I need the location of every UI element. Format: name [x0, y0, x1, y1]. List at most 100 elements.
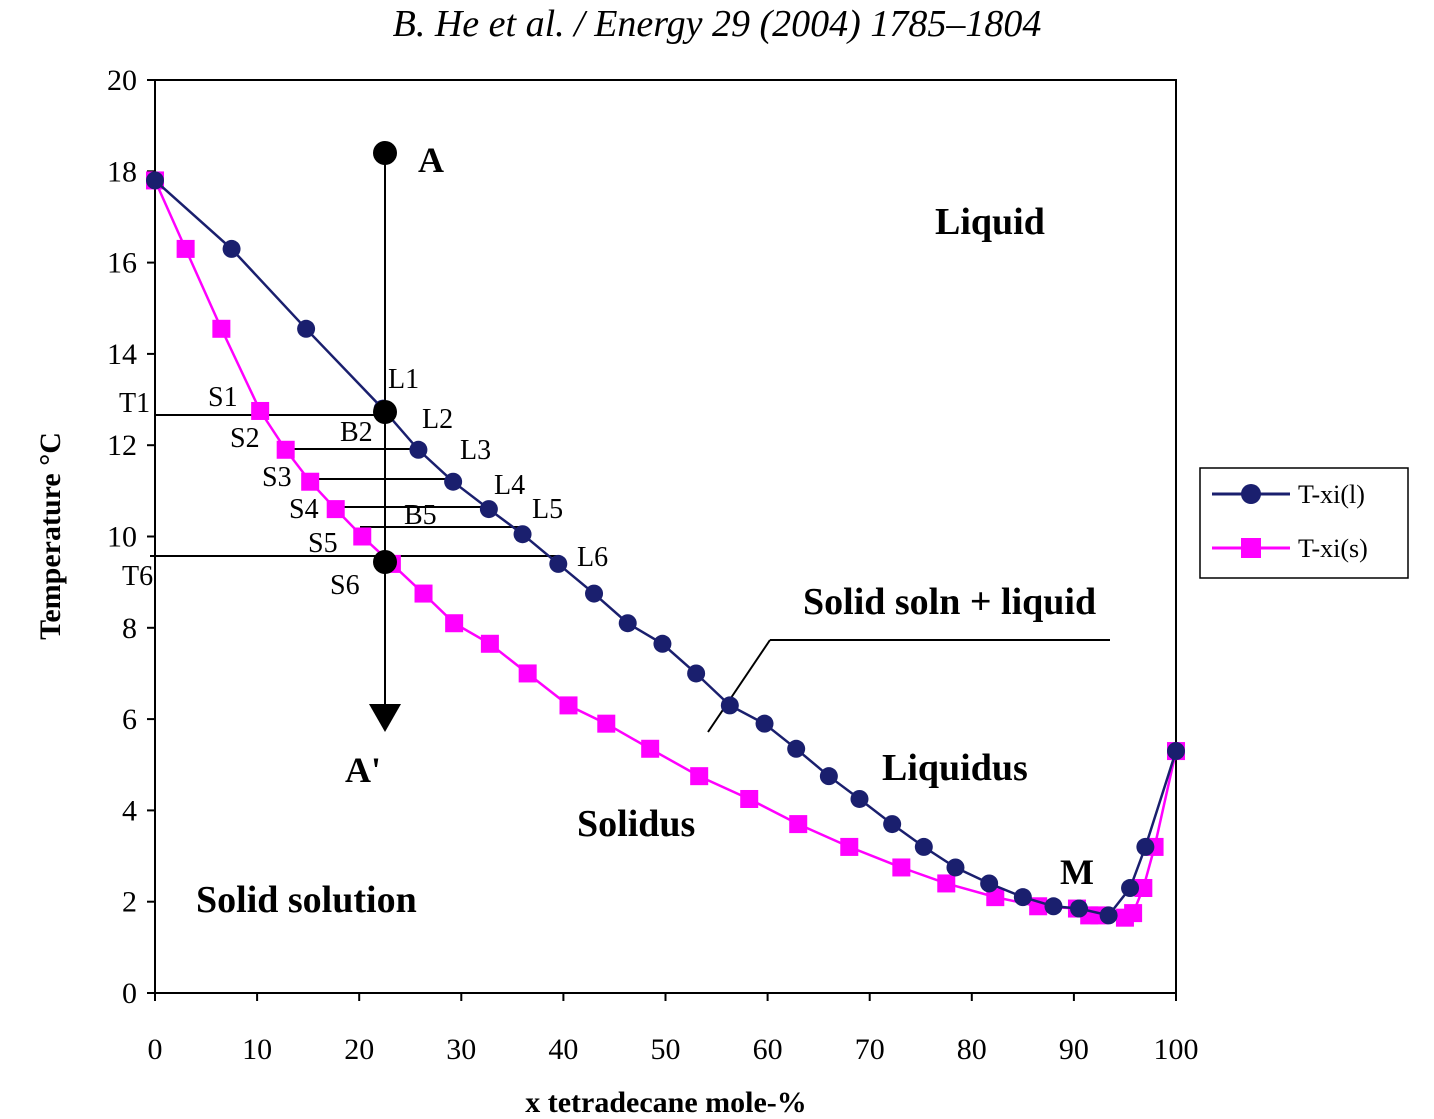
x-tick-label: 90: [1059, 1033, 1089, 1066]
cooling-path-arrowhead: [369, 704, 401, 732]
liquidus-data-point: [1013, 888, 1032, 907]
solidus-data-point: [212, 319, 231, 338]
label-L3: L3: [460, 435, 491, 466]
x-tick-label: 70: [855, 1033, 885, 1066]
region-label-liquidus: Liquidus: [882, 747, 1028, 789]
liquidus-data-point: [980, 874, 999, 893]
x-tick-label: 100: [1154, 1033, 1199, 1066]
point-A-marker: [373, 141, 397, 165]
y-tick-label: 20: [107, 64, 137, 97]
region-label-solidus: Solidus: [577, 803, 695, 845]
solidus-data-point: [892, 858, 911, 877]
x-axis-title: x tetradecane mole-%: [525, 1086, 807, 1119]
y-axis-title: Temperature °C: [34, 432, 67, 640]
page-header: B. He et al. / Energy 29 (2004) 1785–180…: [393, 3, 1042, 45]
y-tick-label: 16: [107, 247, 137, 280]
x-tick-label: 20: [344, 1033, 374, 1066]
liquidus-data-point: [1044, 897, 1063, 916]
label-S5: S5: [308, 528, 338, 559]
y-tick-label: 0: [122, 977, 137, 1010]
liquidus-data-point: [444, 472, 463, 491]
x-tick-label: 50: [651, 1033, 681, 1066]
label-L5: L5: [532, 494, 563, 525]
legend-marker-liquid: [1241, 484, 1261, 504]
solidus-data-point: [937, 874, 956, 893]
liquidus-data-point: [222, 239, 241, 258]
y-tick-label: 12: [107, 429, 137, 462]
liquidus-data-point: [479, 500, 498, 519]
liquidus-data-point: [1070, 899, 1089, 918]
label-L1: L1: [388, 364, 419, 395]
y-tick-label: 4: [122, 794, 137, 827]
region-label-solid-solution: Solid solution: [196, 879, 417, 921]
solidus-data-point: [1134, 879, 1153, 898]
liquidus-data-point: [819, 767, 838, 786]
solidus-data-point: [986, 888, 1005, 907]
solidus-data-point: [480, 634, 499, 653]
liquidus-data-point: [549, 554, 568, 573]
pointer-line-short: [707, 639, 771, 733]
solidus-data-point: [445, 614, 464, 633]
label-S4: S4: [289, 494, 319, 525]
liquidus-data-point: [946, 858, 965, 877]
x-tick-label: 30: [446, 1033, 476, 1066]
liquidus-data-point: [409, 440, 428, 459]
x-tick-label: 40: [548, 1033, 578, 1066]
solidus-data-point: [301, 472, 320, 491]
x-tick-label: 10: [242, 1033, 272, 1066]
liquidus-data-point: [1121, 879, 1140, 898]
liquidus-data-point: [1167, 742, 1185, 761]
legend-marker-solid: [1241, 538, 1261, 558]
solidus-data-point: [326, 500, 345, 519]
x-axis: 0 10 20 30 40 50 60 70 80 90 100: [148, 993, 1199, 1066]
label-A: A: [418, 140, 444, 180]
y-tick-label: 18: [107, 155, 137, 188]
liquidus-data-point: [618, 614, 637, 633]
label-L2: L2: [422, 404, 453, 435]
label-L6: L6: [577, 542, 608, 573]
solidus-data-point: [251, 401, 270, 420]
x-tick-label: 60: [753, 1033, 783, 1066]
region-label-liquid: Liquid: [935, 201, 1045, 243]
y-tick-label: 2: [122, 886, 137, 919]
solidus-data-point: [276, 440, 295, 459]
label-L4: L4: [494, 470, 525, 501]
legend-label-liquid: T-xi(l): [1298, 480, 1365, 509]
solidus-data-point: [176, 239, 195, 258]
point-S6-marker: [373, 550, 397, 574]
liquidus-data-point: [1136, 837, 1155, 856]
liquidus-data-point: [687, 664, 706, 683]
label-A-prime: A': [345, 750, 381, 790]
solidus-data-point: [690, 767, 709, 786]
label-S6: S6: [330, 570, 360, 601]
solidus-data-point: [1124, 904, 1143, 923]
solidus-data-point: [789, 815, 808, 834]
y-tick-label: 10: [107, 521, 137, 554]
solidus-data-point: [518, 664, 537, 683]
y-axis: 0 2 4 6 8 10 12 14 16 18 20: [107, 64, 155, 1010]
label-T1: T1: [119, 388, 150, 419]
point-L1-marker: [373, 400, 397, 424]
liquidus-data-point: [146, 171, 164, 190]
legend-box: [1199, 467, 1409, 579]
solidus-data-point: [840, 837, 859, 856]
y-tick-label: 6: [122, 703, 137, 736]
liquidus-data-point: [755, 714, 774, 733]
solidus-data-point: [353, 527, 372, 546]
y-tick-label: 14: [107, 338, 137, 371]
liquidus-data-point: [513, 525, 532, 544]
liquidus-data-point: [1099, 906, 1118, 925]
liquidus-data-point: [850, 789, 869, 808]
liquidus-data-point: [297, 319, 316, 338]
label-S1: S1: [208, 382, 238, 413]
liquidus-data-point: [883, 815, 902, 834]
legend: T-xi(l) T-xi(s): [1199, 467, 1409, 579]
liquidus-data-point: [787, 739, 806, 758]
series-layer: [146, 171, 1185, 927]
solidus-data-point: [740, 789, 759, 808]
liquidus-data-point: [653, 634, 672, 653]
label-M: M: [1060, 852, 1094, 892]
label-T6: T6: [122, 561, 153, 592]
solidus-data-point: [641, 739, 660, 758]
